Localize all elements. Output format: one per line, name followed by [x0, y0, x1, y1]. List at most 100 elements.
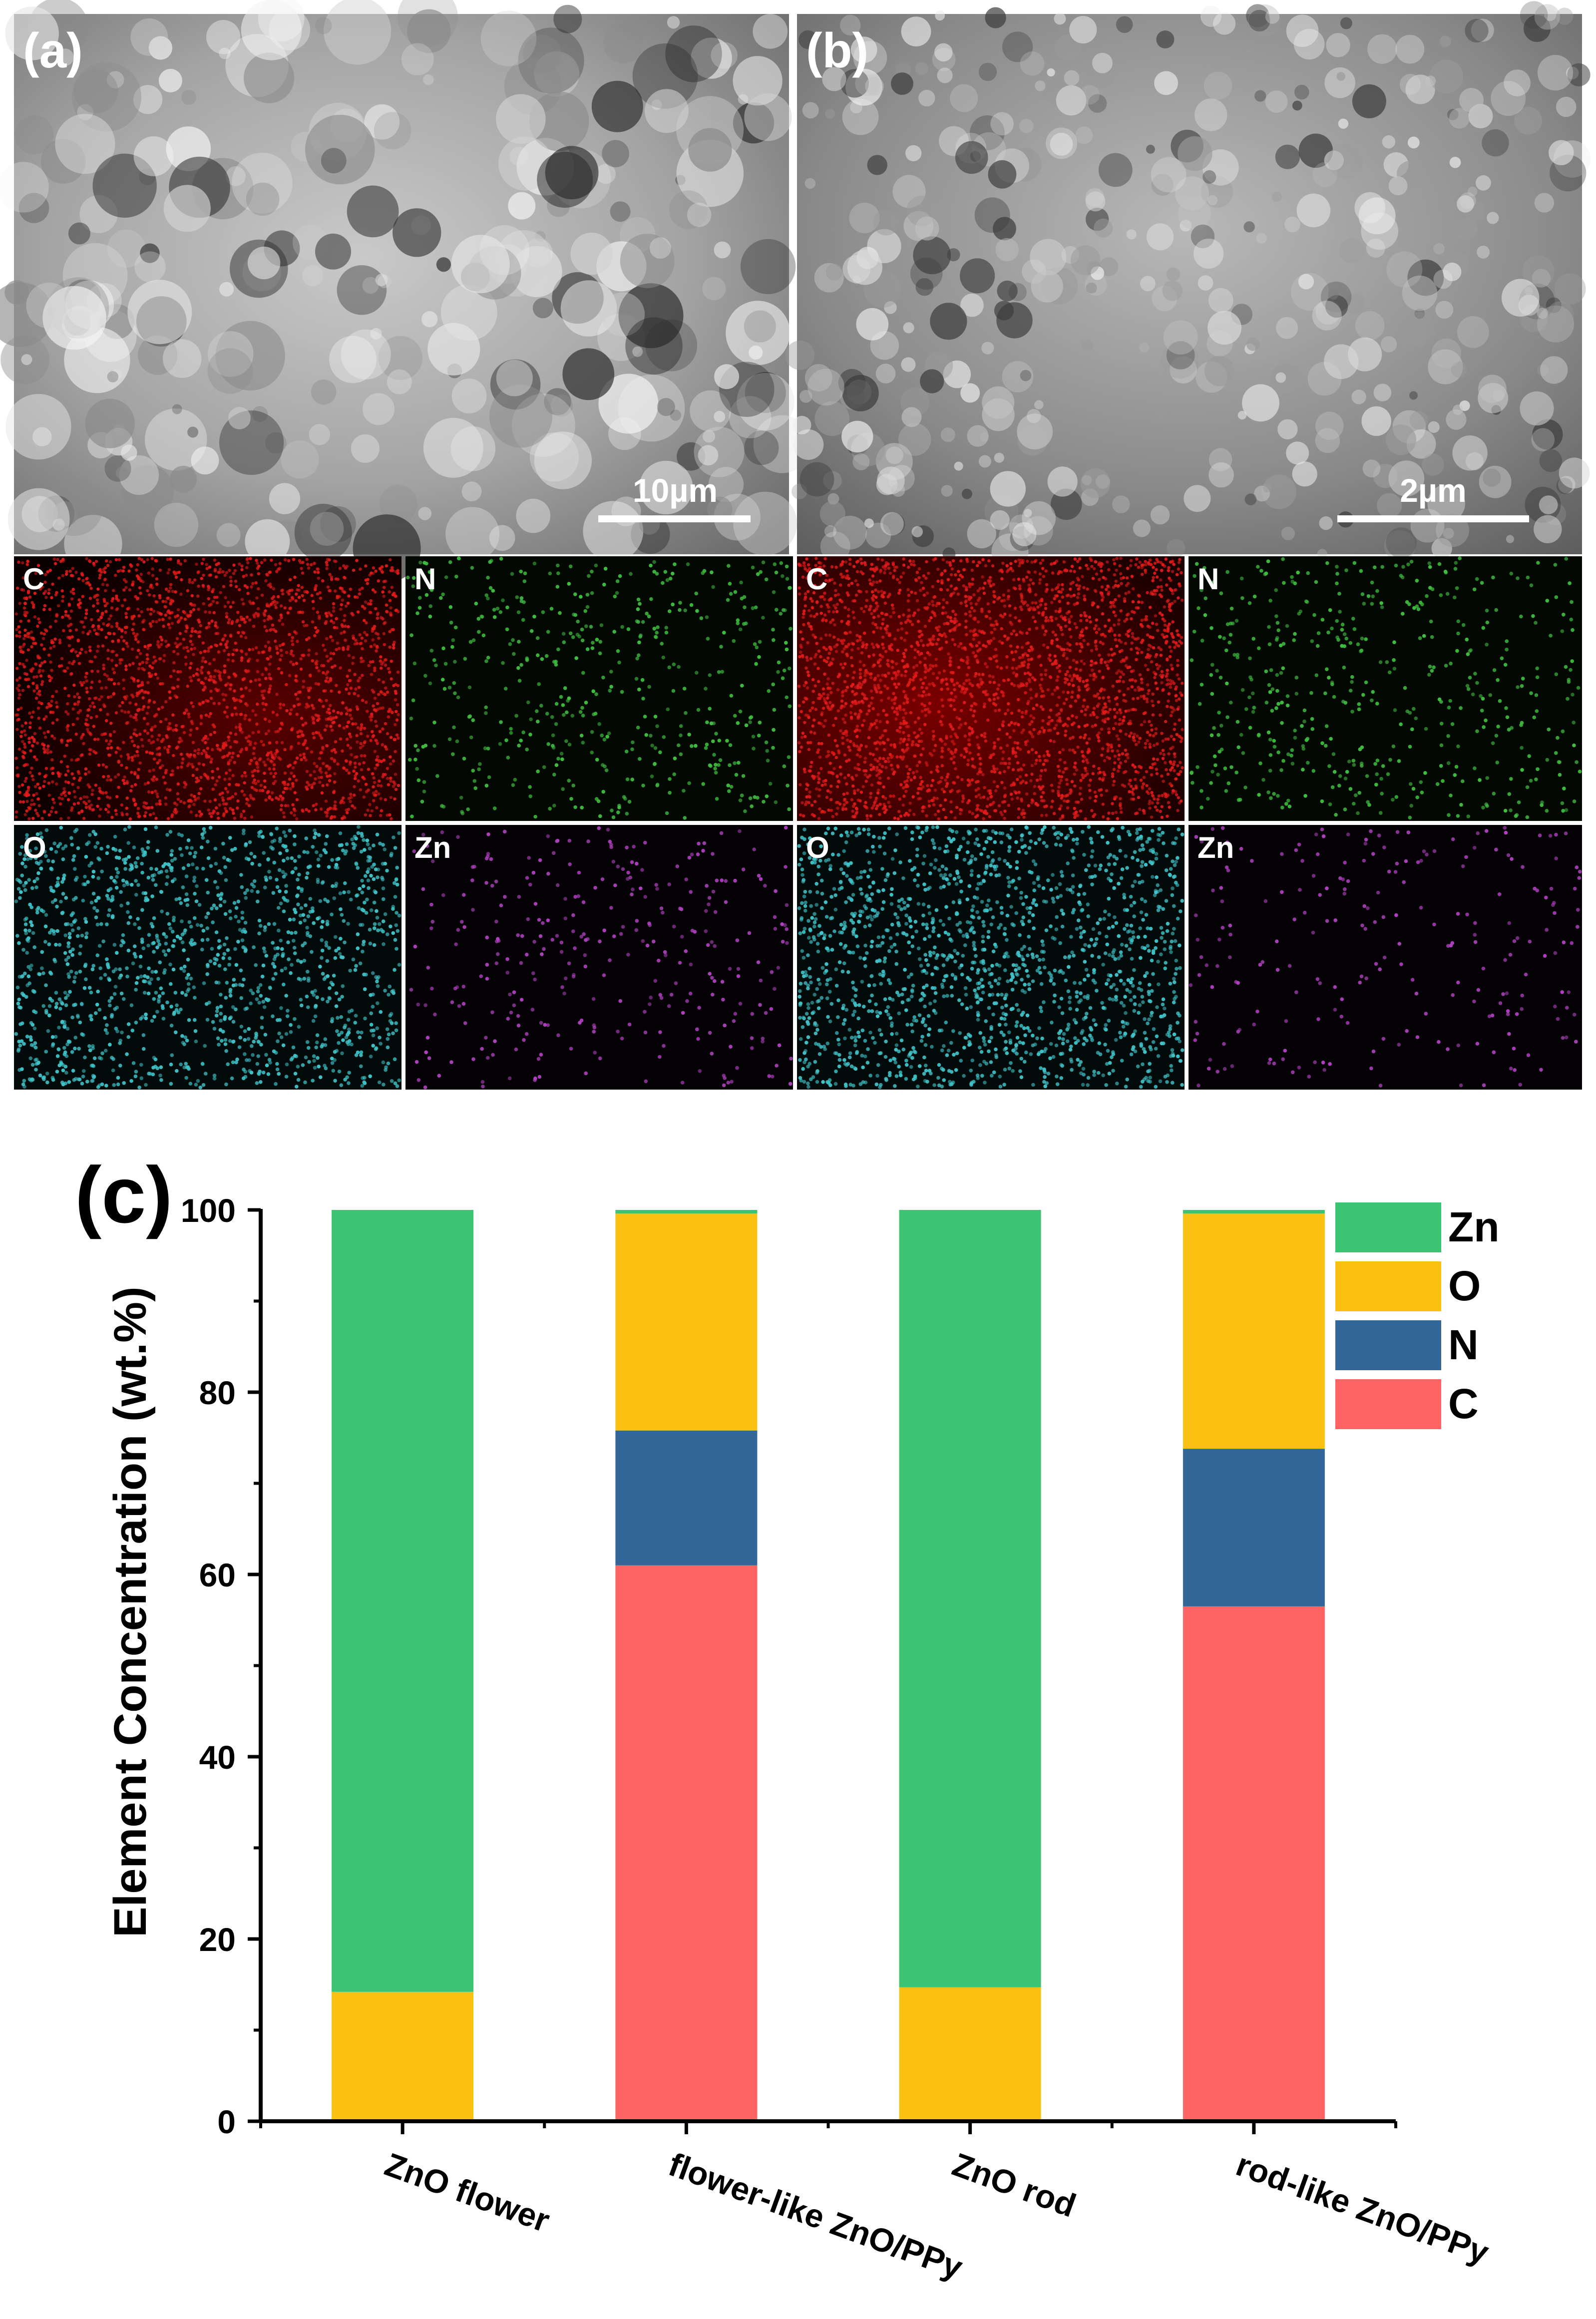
eds-dot [442, 687, 447, 691]
eds-dot [126, 753, 130, 757]
sem-particle [1554, 273, 1586, 305]
eds-dot [169, 1082, 173, 1086]
eds-dot [340, 603, 343, 607]
eds-dot [44, 715, 48, 719]
eds-dot [87, 1044, 91, 1048]
eds-dot [291, 803, 295, 806]
eds-dot [120, 764, 123, 767]
eds-dot [384, 722, 388, 726]
eds-dot [181, 725, 185, 728]
eds-dot [106, 774, 110, 778]
eds-dot [14, 810, 18, 814]
eds-dot [219, 993, 223, 997]
sem-particle [603, 23, 644, 63]
eds-dot [224, 1082, 228, 1087]
eds-dot [103, 1049, 108, 1053]
eds-dot [223, 605, 227, 608]
eds-dot [370, 809, 374, 813]
sem-particle [1154, 71, 1179, 95]
eds-dot [313, 835, 317, 839]
eds-dot [84, 722, 88, 726]
sem-particle [42, 286, 106, 350]
eds-dot [320, 938, 324, 942]
eds-dot [228, 836, 232, 840]
eds-dot [709, 764, 713, 768]
eds-dot [377, 975, 381, 979]
eds-dot [226, 857, 230, 862]
eds-dot [116, 1076, 120, 1080]
eds-dot [284, 1032, 289, 1036]
eds-dot [110, 625, 114, 629]
eds-dot [276, 952, 280, 957]
sem-particle [451, 235, 510, 294]
eds-dot [135, 734, 138, 737]
eds-dot [290, 772, 293, 775]
eds-dot [253, 769, 257, 773]
eds-dot [318, 780, 322, 784]
eds-dot [168, 926, 173, 930]
eds-dot [517, 744, 521, 748]
eds-dot [22, 665, 26, 669]
sem-particle [1041, 73, 1072, 104]
eds-dot [280, 947, 284, 951]
sem-particle [1156, 30, 1175, 48]
eds-dot [156, 795, 159, 798]
eds-dot [456, 695, 460, 700]
eds-dot [152, 1015, 156, 1019]
eds-dot [144, 811, 148, 814]
eds-dot [284, 884, 288, 888]
sem-particle [814, 401, 849, 436]
eds-dot [113, 880, 118, 884]
sem-particle [1449, 108, 1470, 129]
eds-dot [347, 771, 351, 775]
eds-dot [213, 846, 218, 851]
eds-dot [157, 707, 161, 711]
eds-dot [440, 678, 445, 682]
eds-dot [263, 1033, 268, 1037]
eds-dot [114, 664, 118, 667]
eds-dot [194, 1039, 198, 1044]
eds-dot [710, 570, 714, 574]
eds-dot [573, 592, 577, 596]
eds-dot [386, 732, 390, 736]
sem-particle [148, 36, 172, 60]
eds-dot [751, 735, 756, 739]
eds-dot [217, 562, 220, 565]
sem-particle [865, 77, 884, 96]
sem-particle [305, 114, 375, 185]
eds-dot [590, 730, 594, 734]
eds-dot [501, 598, 505, 602]
sem-particle [733, 56, 783, 106]
sem-particle [77, 104, 93, 120]
eds-dot [217, 816, 220, 820]
sem-particle [903, 322, 914, 334]
eds-dot [85, 687, 88, 690]
eds-dot [125, 615, 128, 619]
eds-dot [61, 615, 64, 619]
eds-dot [125, 766, 128, 770]
eds-dot [348, 692, 351, 696]
eds-dot [159, 1078, 163, 1082]
sem-particle [714, 410, 726, 422]
eds-dot [250, 585, 253, 589]
eds-dot [200, 671, 204, 675]
sem-particle [822, 67, 846, 91]
eds-dot [314, 808, 318, 811]
eds-dot [108, 632, 112, 636]
sem-particle [1537, 364, 1549, 377]
eds-dot [148, 593, 151, 597]
eds-dot [118, 747, 122, 751]
eds-dot [225, 615, 229, 619]
eds-dot [302, 654, 306, 657]
eds-dot [784, 641, 788, 645]
eds-dot [136, 640, 140, 644]
eds-dot [23, 793, 27, 797]
eds-dot [193, 1018, 197, 1022]
eds-dot [184, 1076, 189, 1080]
eds-dot [511, 638, 515, 642]
eds-dot [62, 1046, 66, 1050]
eds-dot [150, 1019, 154, 1023]
eds-dot [172, 939, 176, 943]
eds-dot [234, 675, 237, 678]
eds-dot [23, 678, 27, 681]
